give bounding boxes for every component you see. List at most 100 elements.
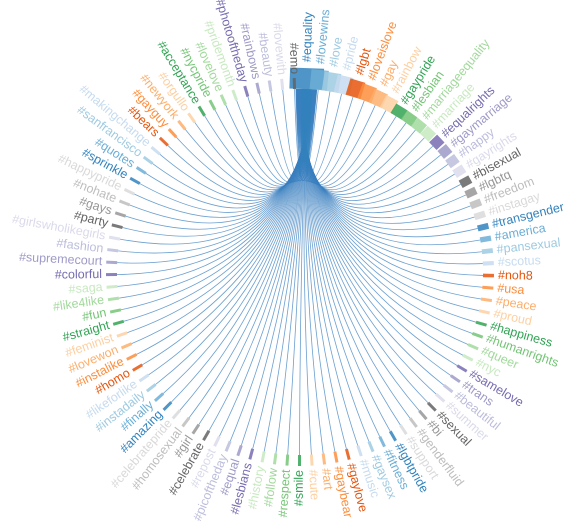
node-label: #smile (292, 470, 306, 506)
chord-bundle (298, 89, 312, 177)
node-arc (408, 417, 418, 428)
node-arc (418, 409, 428, 421)
node-arc (132, 363, 144, 372)
chord (208, 89, 309, 431)
node-label: #fun (81, 305, 108, 324)
node-label: #equality (300, 11, 316, 62)
node-arc (473, 210, 487, 221)
node-arc (153, 392, 165, 402)
node-arc (158, 136, 169, 147)
node-arc (120, 342, 133, 350)
node-arc (462, 353, 474, 362)
node-arc (452, 164, 467, 178)
node-label: #respect (276, 469, 293, 518)
node-label: #colorful (55, 267, 102, 282)
node-arc (480, 297, 493, 303)
node-arc (129, 176, 141, 185)
chord (247, 89, 317, 183)
node-arc (309, 454, 314, 466)
node-arc (138, 373, 150, 383)
node-label: #love (326, 36, 345, 68)
node-arc (450, 374, 461, 384)
node-label: #noh8 (498, 268, 533, 283)
node-label: #peace (495, 294, 538, 314)
chord (171, 89, 310, 403)
node-arc (267, 80, 273, 92)
node-arc (142, 155, 154, 165)
node-arc (285, 454, 290, 466)
node-arc (224, 440, 232, 452)
node-label: #cute (306, 469, 322, 500)
node-arc (106, 284, 118, 289)
node-arc (280, 78, 285, 90)
node-label: #emo (287, 43, 302, 75)
node-arc (458, 175, 473, 189)
node-arc (435, 393, 446, 403)
node-arc (390, 103, 408, 120)
chord (303, 89, 420, 412)
node-label: #lovewith (270, 22, 289, 75)
node-arc (107, 248, 119, 253)
node-label: #usa (497, 281, 525, 297)
node-arc (475, 320, 487, 327)
chord (304, 89, 370, 442)
node-arc (442, 383, 454, 394)
node-arc (243, 85, 250, 98)
chord (162, 89, 310, 394)
node-arc (482, 260, 494, 266)
node-arc (202, 429, 211, 442)
node-arc (112, 319, 125, 326)
node-arc (191, 423, 201, 435)
chords (117, 88, 483, 456)
node-arc (420, 125, 437, 142)
node-arc (116, 331, 128, 338)
node-arc (321, 453, 327, 465)
node-arc (187, 112, 196, 124)
node-arc (481, 248, 494, 255)
node-arc (356, 445, 363, 457)
chord (188, 89, 309, 418)
node-arc (298, 454, 302, 467)
node-label: #follow (261, 466, 280, 507)
node-arc (469, 198, 483, 210)
node-arc (400, 110, 418, 127)
node-arc (478, 309, 490, 315)
node-label: #art (319, 467, 336, 491)
node-arc (219, 94, 227, 106)
node-arc (181, 416, 191, 428)
node-arc (482, 273, 494, 278)
node-arc (410, 117, 428, 134)
node-arc (177, 119, 187, 131)
node-arc (162, 401, 173, 411)
node-arc (467, 343, 479, 351)
node-arc (106, 260, 118, 265)
node-arc (236, 444, 243, 457)
node-arc (260, 451, 266, 463)
chord (258, 89, 317, 183)
node-arc (272, 453, 278, 465)
node-arc (378, 436, 386, 448)
node-arc (399, 424, 408, 436)
node-arc (482, 285, 494, 290)
node-label: #scotus (497, 253, 541, 269)
node-arc (208, 99, 217, 111)
node-arc (197, 105, 206, 117)
node-arc (333, 451, 339, 463)
node-arc (108, 235, 121, 241)
node-label: #saga (68, 280, 103, 297)
node-arc (437, 144, 453, 159)
node-arc (150, 146, 161, 156)
node-arc (426, 401, 437, 412)
node-arc (429, 134, 445, 151)
node-arc (471, 332, 484, 339)
chord (294, 89, 318, 182)
node-arc (479, 235, 492, 243)
node-arc (135, 166, 147, 175)
node-arc (292, 78, 297, 90)
node-arc (231, 89, 239, 101)
node-arc (248, 448, 255, 460)
node-arc (107, 296, 120, 302)
node-arc (145, 383, 157, 393)
